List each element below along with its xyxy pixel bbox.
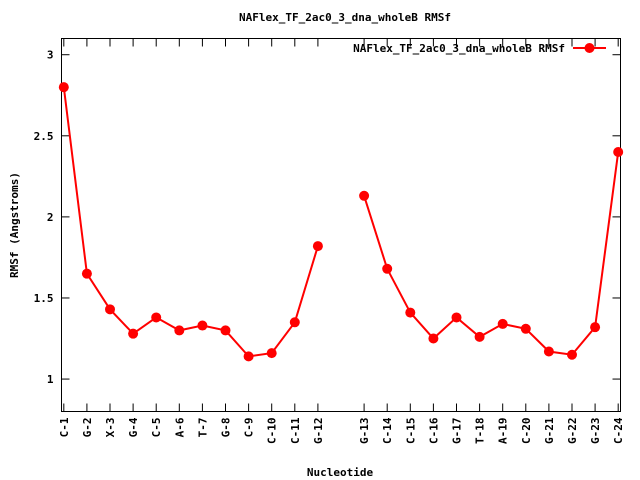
legend: NAFlex_TF_2ac0_3_dna_wholeB RMSf [353,42,606,55]
data-point [220,325,231,336]
y-tick-label: 1 [47,373,54,386]
y-tick-label: 2.5 [34,130,54,143]
x-tick-label: C-24 [612,417,625,444]
data-point [289,317,300,328]
data-point [359,190,370,201]
x-tick-label: A-6 [173,417,186,437]
x-tick-label: G-12 [312,418,325,445]
data-point [566,349,577,360]
series-line [363,151,620,356]
legend-label: NAFlex_TF_2ac0_3_dna_wholeB RMSf [353,42,565,55]
x-tick-label: G-21 [543,417,556,444]
data-point [128,328,139,339]
data-point [590,322,601,333]
data-point [474,331,485,342]
chart-title: NAFlex_TF_2ac0_3_dna_wholeB RMSf [239,11,451,24]
data-point [243,351,254,362]
y-tick-label: 2 [47,211,54,224]
x-tick-label: C-5 [150,418,163,438]
x-tick-label: X-3 [104,418,117,438]
y-axis-label: RMSf (Angstroms) [8,172,21,278]
x-tick-label: G-22 [566,418,579,445]
y-tick-label: 3 [47,49,54,62]
x-tick-label: T-18 [474,418,487,445]
x-axis: C-1 G-2 X-3 G-4 C-5 A-6 T-7 G-8 C-9 C-10 C-11 G-12 G… [58,38,625,445]
legend-marker [584,43,595,53]
data-point [151,312,162,323]
x-tick-label: C-16 [427,417,440,444]
data-point [497,318,508,329]
data-point [543,346,554,357]
x-tick-label: C-1 [58,417,71,437]
y-axis: 1 1.5 2 2.5 3 [34,49,621,386]
data-point [197,320,208,331]
data-point [266,348,277,359]
x-tick-label: A-19 [497,418,510,445]
x-tick-label: G-23 [589,418,602,445]
plot-frame [61,38,621,412]
data-point [613,147,624,158]
data-point [520,323,531,334]
x-tick-label: G-13 [358,418,371,445]
data-point [451,312,462,323]
data-point [405,307,416,318]
x-tick-label: C-9 [243,418,256,438]
series-line [62,87,319,358]
data-point [174,325,185,336]
x-tick-label: G-8 [220,418,233,438]
x-tick-label: G-17 [450,418,463,445]
x-axis-label: Nucleotide [307,466,374,479]
data-point [382,263,393,274]
data-point [428,333,439,344]
data-point [81,268,92,279]
x-tick-label: C-14 [381,417,394,444]
x-tick-label: C-20 [520,418,533,445]
x-tick-label: C-10 [266,418,279,445]
y-tick-label: 1.5 [34,292,54,305]
x-tick-label: C-11 [289,417,302,444]
data-point [105,304,116,315]
x-tick-label: G-4 [127,417,140,437]
x-tick-label: T-7 [196,418,209,438]
data-point [58,82,69,93]
x-tick-label: C-15 [404,418,417,445]
series-layer [58,82,624,362]
data-point [312,241,323,252]
x-tick-label: G-2 [81,418,94,438]
